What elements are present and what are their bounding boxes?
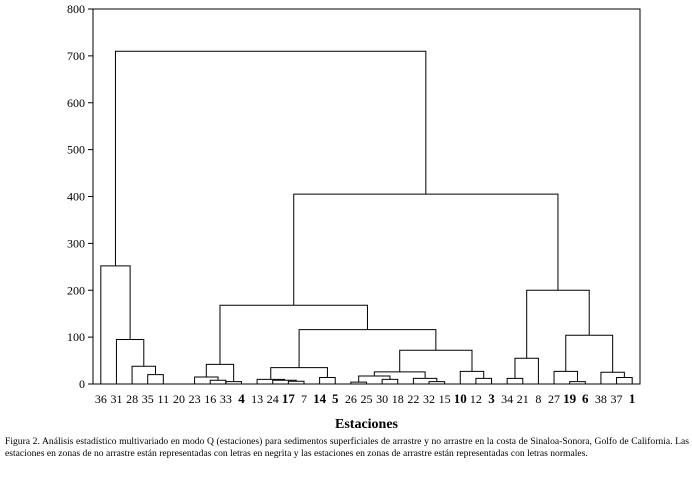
leaf-label: 5	[332, 391, 339, 406]
leaf-label: 22	[407, 392, 419, 406]
y-tick-label: 700	[67, 49, 85, 63]
leaf-label: 8	[535, 392, 541, 406]
dendrogram-link	[131, 365, 157, 384]
y-tick-label: 600	[67, 96, 85, 110]
dendrogram-link	[381, 378, 399, 384]
dendrogram-link	[256, 378, 285, 384]
leaf-label: 12	[470, 392, 482, 406]
leaf-label: 24	[267, 392, 279, 406]
leaf-label: 11	[158, 392, 170, 406]
y-tick-label: 800	[67, 2, 85, 16]
dendrogram-link	[115, 338, 145, 384]
dendrogram-link	[114, 50, 427, 266]
leaf-label: 35	[142, 392, 154, 406]
y-tick-label: 200	[67, 283, 85, 297]
dendrogram-link	[205, 363, 235, 382]
dendrogram-link	[287, 380, 305, 384]
leaf-label: 32	[423, 392, 435, 406]
leaf-label: 31	[110, 392, 122, 406]
leaf-label: 14	[313, 391, 327, 406]
dendrogram-link	[526, 289, 590, 359]
dendrogram-link	[514, 357, 539, 384]
dendrogram-link	[209, 379, 227, 384]
leaf-label: 21	[517, 392, 529, 406]
leaf-label: 18	[392, 392, 404, 406]
leaf-label: 30	[376, 392, 388, 406]
leaf-label: 25	[361, 392, 373, 406]
dendrogram-link	[553, 370, 578, 384]
leaf-label: 17	[282, 391, 296, 406]
dendrogram-link	[293, 193, 559, 306]
dendrogram-link	[475, 377, 493, 384]
leaf-label: 23	[189, 392, 201, 406]
dendrogram-link	[373, 371, 426, 379]
dendrogram-link	[194, 376, 219, 384]
y-tick-label: 300	[67, 236, 85, 250]
y-tick-label: 500	[67, 143, 85, 157]
dendrogram-link	[506, 377, 524, 384]
dendrogram-link	[270, 367, 328, 380]
leaf-label: 4	[238, 391, 245, 406]
leaf-label: 13	[251, 392, 263, 406]
y-tick-label: 100	[67, 330, 85, 344]
dendrogram-link	[565, 334, 614, 373]
x-axis-leaf-labels: 36 31 28 35 11 20 23 16 33 4 13 24 17 7 14 5 26 25 30 18 22 3…	[95, 391, 636, 406]
leaf-label: 6	[582, 391, 589, 406]
leaf-label: 28	[126, 392, 138, 406]
leaf-label: 1	[629, 391, 636, 406]
leaf-label: 36	[95, 392, 107, 406]
leaf-label: 38	[595, 392, 607, 406]
dendrogram-link	[219, 304, 368, 365]
dendrogram-link	[600, 371, 625, 384]
dendrogram-link	[298, 329, 437, 368]
leaf-label: 33	[220, 392, 232, 406]
leaf-label: 19	[563, 391, 577, 406]
dendrogram-link	[399, 349, 473, 372]
dendrogram-link	[147, 374, 164, 384]
figure-caption: Figura 2. Análisis estadístico multivari…	[5, 436, 689, 459]
x-axis-label: Estaciones	[335, 417, 399, 432]
leaf-label: 27	[548, 392, 560, 406]
leaf-label: 10	[454, 391, 467, 406]
y-axis-ticks: 0 100 200 300 400 500 600 700 800	[67, 2, 93, 391]
leaf-label: 16	[204, 392, 216, 406]
dendrogram-link	[100, 265, 131, 384]
leaf-label: 37	[611, 392, 623, 406]
leaf-label: 15	[439, 392, 451, 406]
dendrogram-link	[459, 370, 485, 384]
leaf-label: 26	[345, 392, 357, 406]
leaf-label: 7	[301, 392, 307, 406]
leaf-label: 3	[488, 391, 495, 406]
leaf-label: 34	[501, 392, 513, 406]
leaf-label: 20	[173, 392, 185, 406]
y-tick-label: 0	[79, 377, 85, 391]
dendrogram-links	[100, 50, 633, 384]
y-tick-label: 400	[67, 190, 85, 204]
dendrogram-link	[319, 376, 336, 384]
dendrogram-link	[616, 376, 633, 384]
